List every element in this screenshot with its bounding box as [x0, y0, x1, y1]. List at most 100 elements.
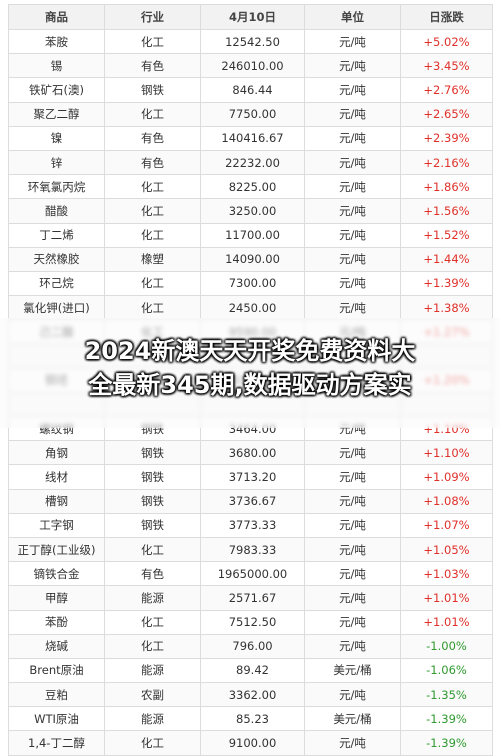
cell-price: 796.00	[200, 633, 305, 659]
cell-commodity: 丁二烯	[8, 222, 105, 248]
cell-commodity: 环己烷	[8, 270, 105, 297]
header-industry: 行业	[104, 4, 201, 30]
cell-price: 3736.67	[200, 488, 305, 514]
table-row: 氯化钾(进口) 化工 2450.00 元/吨 +1.38%	[8, 295, 493, 321]
table-row: 镝铁合金 有色 1965000.00 元/吨 +1.03%	[8, 561, 493, 587]
cell-commodity: 镝铁合金	[8, 561, 105, 587]
cell-unit: 元/吨	[304, 77, 401, 103]
table-row: 锌有色 22232.00 元/吨 +2.16%	[8, 149, 493, 176]
cell-unit: 美元/桶	[304, 657, 401, 684]
cell-unit: 元/吨	[304, 222, 401, 248]
cell-industry: 有色	[104, 561, 201, 587]
cell-change: +1.09%	[400, 464, 493, 490]
cell-commodity: 角钢	[8, 440, 105, 466]
cell-commodity: 1,4-丁二醇	[8, 730, 105, 756]
cell-commodity: 环氧氯丙烷	[8, 174, 105, 200]
table-row: 环氧氯丙烷 化工 8225.00 元/吨 +1.86%	[8, 174, 493, 200]
table-row: 环己烷 化工 7300.00 元/吨 +1.39%	[8, 270, 493, 297]
table-row: 聚乙二醇 化工 7750.00 元/吨 +2.65%	[8, 101, 493, 127]
cell-change: +1.01%	[400, 609, 493, 635]
cell-change: +2.39%	[400, 125, 493, 151]
cell-commodity: 烧碱	[8, 633, 105, 659]
table-row: 槽钢 钢铁 3736.67 元/吨 +1.08%	[8, 488, 493, 514]
cell-unit: 元/吨	[304, 609, 401, 635]
table-header-row: 商品 行业 4月10日 单位 日涨跌	[8, 4, 493, 30]
cell-unit: 元/吨	[304, 149, 401, 176]
cell-price: 1965000.00	[200, 561, 305, 587]
table-row: Brent原油 能源 89.42 美元/桶 -1.06%	[8, 657, 493, 684]
cell-change: +1.44%	[400, 246, 493, 272]
cell-unit: 元/吨	[304, 440, 401, 466]
cell-change: +5.02%	[400, 28, 493, 55]
cell-change: -1.35%	[400, 682, 493, 708]
table-row: 线材 钢铁 3713.20 元/吨 +1.09%	[8, 464, 493, 490]
header-commodity: 商品	[8, 4, 105, 30]
table-row: 烧碱 化工 796.00 元/吨 -1.00%	[8, 633, 493, 659]
cell-price: 85.23	[200, 706, 305, 732]
cell-industry: 钢铁	[104, 440, 201, 466]
commodity-price-table: 商品 行业 4月10日 单位 日涨跌 苯胺 化工 12542.50 元/吨 +5.02%…	[8, 4, 493, 756]
cell-change: +1.39%	[400, 270, 493, 297]
cell-industry: 有色	[104, 53, 201, 79]
table-row: 豆粕 农副 3362.00 元/吨 -1.35%	[8, 682, 493, 708]
cell-price: 7750.00	[200, 101, 305, 127]
header-daily-change: 日涨跌	[400, 4, 493, 30]
cell-commodity: 天然橡胶	[8, 246, 105, 272]
cell-price: 9100.00	[200, 730, 305, 756]
cell-unit: 元/吨	[304, 295, 401, 321]
cell-industry: 钢铁	[104, 512, 201, 538]
cell-price: 89.42	[200, 657, 305, 684]
commodity-table-container: 商品 行业 4月10日 单位 日涨跌 苯胺 化工 12542.50 元/吨 +5.02%…	[8, 4, 493, 756]
cell-industry: 能源	[104, 706, 201, 732]
cell-commodity: 工字钢	[8, 512, 105, 538]
table-row: 1,4-丁二醇 化工 9100.00 元/吨 -1.39%	[8, 730, 493, 756]
cell-unit: 元/吨	[304, 101, 401, 127]
table-row: 角钢 钢铁 3680.00 元/吨 +1.10%	[8, 440, 493, 466]
cell-change: +1.86%	[400, 174, 493, 200]
cell-industry: 有色	[104, 149, 201, 176]
cell-unit: 美元/桶	[304, 706, 401, 732]
cell-price: 246010.00	[200, 53, 305, 79]
cell-industry: 钢铁	[104, 464, 201, 490]
cell-price: 8225.00	[200, 174, 305, 200]
table-row: 镍有色 140416.67 元/吨 +2.39%	[8, 125, 493, 151]
cell-industry: 化工	[104, 730, 201, 756]
cell-unit: 元/吨	[304, 536, 401, 563]
cell-commodity: 苯酚	[8, 609, 105, 635]
cell-change: +2.16%	[400, 149, 493, 176]
table-row: 天然橡胶 橡塑 14090.00 元/吨 +1.44%	[8, 246, 493, 272]
table-row: 铁矿石(澳) 钢铁 846.44 元/吨 +2.76%	[8, 77, 493, 103]
cell-industry: 化工	[104, 198, 201, 224]
table-row: 甲醇 能源 2571.67 元/吨 +1.01%	[8, 585, 493, 611]
cell-unit: 元/吨	[304, 488, 401, 514]
cell-change: +1.07%	[400, 512, 493, 538]
table-row: 苯酚 化工 7512.50 元/吨 +1.01%	[8, 609, 493, 635]
cell-unit: 元/吨	[304, 125, 401, 151]
overlay-watermark-text: 2024新澳天天开奖免费资料大 全最新345期,数据驱动方案实	[0, 334, 500, 402]
header-unit: 单位	[304, 4, 401, 30]
cell-commodity: 苯胺	[8, 28, 105, 55]
cell-industry: 橡塑	[104, 246, 201, 272]
cell-industry: 化工	[104, 270, 201, 297]
cell-commodity: 锡	[8, 53, 105, 79]
cell-change: -1.06%	[400, 657, 493, 684]
cell-industry: 化工	[104, 28, 201, 55]
cell-industry: 钢铁	[104, 488, 201, 514]
cell-unit: 元/吨	[304, 512, 401, 538]
cell-industry: 化工	[104, 174, 201, 200]
cell-unit: 元/吨	[304, 270, 401, 297]
cell-price: 7983.33	[200, 536, 305, 563]
cell-price: 12542.50	[200, 28, 305, 55]
cell-industry: 化工	[104, 295, 201, 321]
cell-commodity: 豆粕	[8, 682, 105, 708]
cell-unit: 元/吨	[304, 198, 401, 224]
cell-price: 2571.67	[200, 585, 305, 611]
cell-change: +2.76%	[400, 77, 493, 103]
cell-unit: 元/吨	[304, 246, 401, 272]
cell-unit: 元/吨	[304, 730, 401, 756]
cell-change: +1.08%	[400, 488, 493, 514]
overlay-line-1: 2024新澳天天开奖免费资料大	[84, 337, 416, 365]
cell-change: -1.39%	[400, 730, 493, 756]
cell-price: 140416.67	[200, 125, 305, 151]
cell-commodity: 醋酸	[8, 198, 105, 224]
